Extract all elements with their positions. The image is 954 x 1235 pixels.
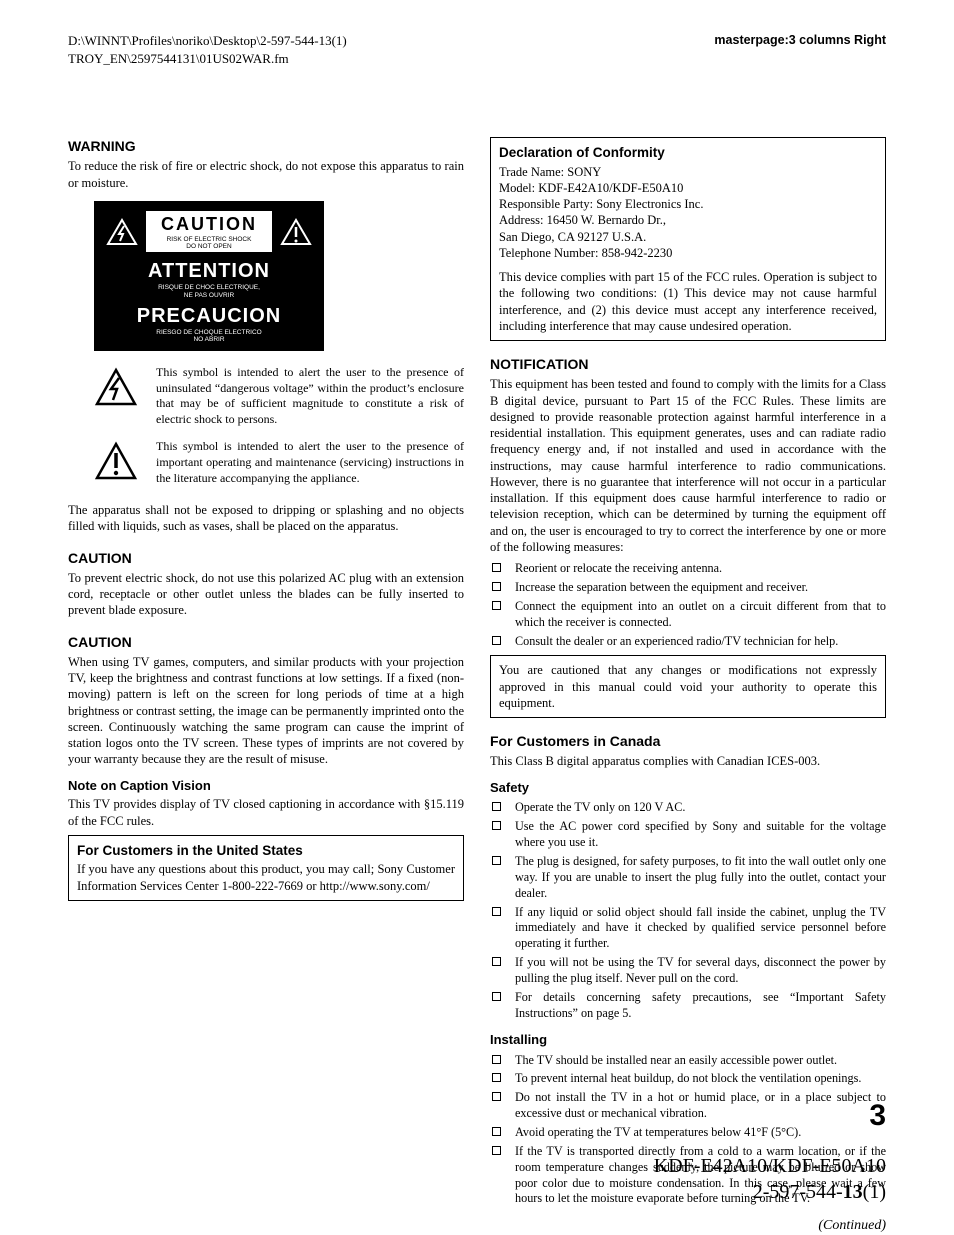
list-item: Reorient or relocate the receiving anten…	[490, 561, 886, 577]
declaration-lines: Trade Name: SONY Model: KDF-E42A10/KDF-E…	[499, 164, 877, 262]
canada-heading: For Customers in Canada	[490, 732, 886, 750]
notification-heading: NOTIFICATION	[490, 355, 886, 373]
modifications-warning-box: You are cautioned that any changes or mo…	[490, 655, 886, 718]
list-item: Avoid operating the TV at temperatures b…	[490, 1125, 886, 1141]
notification-list: Reorient or relocate the receiving anten…	[490, 561, 886, 649]
list-item: If you will not be using the TV for seve…	[490, 955, 886, 987]
checkbox-icon	[492, 856, 501, 865]
installing-heading: Installing	[490, 1032, 886, 1049]
checkbox-icon	[492, 992, 501, 1001]
us-customers-box: For Customers in the United States If yo…	[68, 835, 464, 901]
checkbox-icon	[492, 1146, 501, 1155]
doc-line: Telephone Number: 858-942-2230	[499, 245, 877, 261]
header-path-line1: D:\WINNT\Profiles\noriko\Desktop\2-597-5…	[68, 32, 347, 50]
checkbox-icon	[492, 1092, 501, 1101]
checkbox-icon	[492, 802, 501, 811]
cb-attention: ATTENTION	[102, 258, 316, 284]
symbol-text-voltage: This symbol is intended to alert the use…	[156, 365, 464, 427]
checkbox-icon	[492, 563, 501, 572]
checkbox-icon	[492, 821, 501, 830]
doc-line: San Diego, CA 92127 U.S.A.	[499, 229, 877, 245]
caution1-text: To prevent electric shock, do not use th…	[68, 570, 464, 619]
list-item: For details concerning safety precaution…	[490, 990, 886, 1022]
canada-text: This Class B digital apparatus complies …	[490, 753, 886, 769]
apparatus-text: The apparatus shall not be exposed to dr…	[68, 502, 464, 535]
cb-precaucion: PRECAUCION	[102, 303, 316, 329]
list-item: Increase the separation between the equi…	[490, 580, 886, 596]
exclaim-triangle-icon	[280, 218, 312, 246]
caution2-text: When using TV games, computers, and simi…	[68, 654, 464, 768]
safety-heading: Safety	[490, 780, 886, 797]
footer-model: KDF-E42A10/KDF-E50A10	[654, 1153, 886, 1179]
list-item: The plug is designed, for safety purpose…	[490, 854, 886, 902]
header-path: D:\WINNT\Profiles\noriko\Desktop\2-597-5…	[68, 32, 347, 67]
cb-caution-sm: RISK OF ELECTRIC SHOCK DO NOT OPEN	[150, 236, 268, 250]
content-columns: WARNING To reduce the risk of fire or el…	[68, 137, 886, 1235]
note-caption-heading: Note on Caption Vision	[68, 778, 464, 795]
list-item: Operate the TV only on 120 V AC.	[490, 800, 886, 816]
symbol-row-voltage: This symbol is intended to alert the use…	[94, 365, 464, 427]
cb-precaucion-sm: RIESGO DE CHOQUE ELECTRICO NO ABRIR	[102, 329, 316, 343]
note-caption-text: This TV provides display of TV closed ca…	[68, 796, 464, 829]
caution-label-box: CAUTION RISK OF ELECTRIC SHOCK DO NOT OP…	[94, 201, 324, 351]
header-path-line2: TROY_EN\2597544131\01US02WAR.fm	[68, 50, 347, 68]
page-footer: KDF-E42A10/KDF-E50A10 2-597-544-13(1)	[654, 1153, 886, 1205]
voltage-triangle-icon	[94, 365, 138, 407]
page-number: 3	[869, 1096, 886, 1135]
doc-line: Address: 16450 W. Bernardo Dr.,	[499, 212, 877, 228]
list-item: The TV should be installed near an easil…	[490, 1053, 886, 1069]
checkbox-icon	[492, 1127, 501, 1136]
notification-text: This equipment has been tested and found…	[490, 376, 886, 555]
doc-line: Trade Name: SONY	[499, 164, 877, 180]
checkbox-icon	[492, 1055, 501, 1064]
checkbox-icon	[492, 636, 501, 645]
list-item: Consult the dealer or an experienced rad…	[490, 634, 886, 650]
list-item: To prevent internal heat buildup, do not…	[490, 1071, 886, 1087]
list-item: Use the AC power cord specified by Sony …	[490, 819, 886, 851]
checkbox-icon	[492, 601, 501, 610]
declaration-box: Declaration of Conformity Trade Name: SO…	[490, 137, 886, 341]
doc-line: Model: KDF-E42A10/KDF-E50A10	[499, 180, 877, 196]
service-triangle-icon	[94, 439, 138, 481]
doc-line: Responsible Party: Sony Electronics Inc.	[499, 196, 877, 212]
us-customers-heading: For Customers in the United States	[77, 842, 455, 860]
modifications-warning-text: You are cautioned that any changes or mo…	[499, 662, 877, 711]
bolt-triangle-icon	[106, 218, 138, 246]
caution2-heading: CAUTION	[68, 633, 464, 651]
cb-caution: CAUTION	[150, 213, 268, 236]
us-customers-text: If you have any questions about this pro…	[77, 861, 455, 894]
symbol-row-service: This symbol is intended to alert the use…	[94, 439, 464, 486]
declaration-text: This device complies with part 15 of the…	[499, 269, 877, 334]
left-column: WARNING To reduce the risk of fire or el…	[68, 137, 464, 1235]
right-column: Declaration of Conformity Trade Name: SO…	[490, 137, 886, 1235]
header-masterpage: masterpage:3 columns Right	[714, 32, 886, 67]
declaration-heading: Declaration of Conformity	[499, 144, 877, 162]
list-item: If any liquid or solid object should fal…	[490, 905, 886, 953]
safety-list: Operate the TV only on 120 V AC. Use the…	[490, 800, 886, 1021]
checkbox-icon	[492, 907, 501, 916]
checkbox-icon	[492, 957, 501, 966]
list-item: Connect the equipment into an outlet on …	[490, 599, 886, 631]
caution1-heading: CAUTION	[68, 549, 464, 567]
cb-attention-sm: RISQUE DE CHOC ELECTRIQUE, NE PAS OUVRIR	[102, 284, 316, 298]
footer-docnum: 2-597-544-13(1)	[654, 1179, 886, 1205]
warning-text: To reduce the risk of fire or electric s…	[68, 158, 464, 191]
symbol-text-service: This symbol is intended to alert the use…	[156, 439, 464, 486]
page-header: D:\WINNT\Profiles\noriko\Desktop\2-597-5…	[68, 32, 886, 67]
list-item: Do not install the TV in a hot or humid …	[490, 1090, 886, 1122]
continued-label: (Continued)	[490, 1217, 886, 1235]
checkbox-icon	[492, 582, 501, 591]
checkbox-icon	[492, 1073, 501, 1082]
warning-heading: WARNING	[68, 137, 464, 155]
